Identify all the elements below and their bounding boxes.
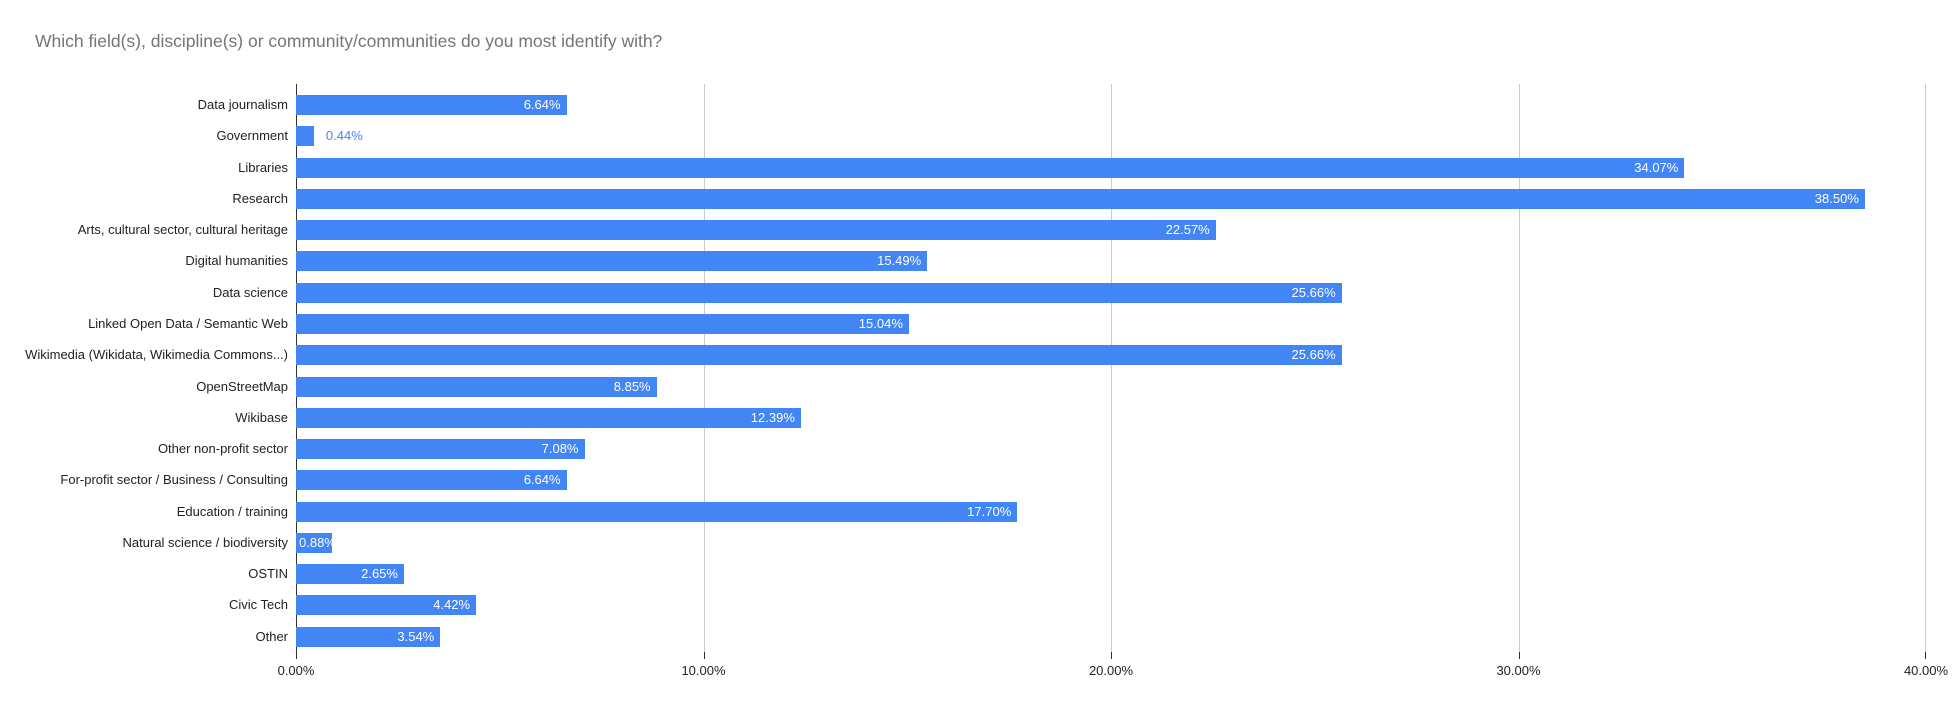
bar: 25.66%	[296, 345, 1342, 366]
bar: 0.88%	[296, 532, 336, 553]
bar: 6.64%	[296, 470, 567, 491]
axis-tick	[1518, 652, 1520, 659]
category-label: Linked Open Data / Semantic Web	[88, 315, 288, 331]
axis-tick	[1925, 652, 1926, 659]
axis-tick	[703, 652, 705, 659]
bar-value-label: 2.65%	[361, 566, 398, 582]
bar-value-label: 17.70%	[967, 503, 1012, 519]
x-axis-tick-label: 40.00%	[1903, 663, 1949, 678]
bar: 6.64%	[296, 95, 567, 115]
category-label: Arts, cultural sector, cultural heritage	[77, 222, 288, 238]
x-axis-tick-label: 10.00%	[681, 663, 726, 678]
gridline	[703, 84, 705, 652]
gridline	[1111, 84, 1112, 652]
bar-value-label: 3.54%	[397, 628, 435, 644]
x-axis-tick-label: 20.00%	[1088, 663, 1134, 678]
bar-value-label: 38.50%	[1814, 190, 1859, 206]
gridline	[1518, 84, 1520, 652]
bar-value-label: 22.57%	[1165, 222, 1210, 238]
bar: 7.08%	[296, 439, 585, 460]
category-label: For-profit sector / Business / Consultin…	[60, 472, 288, 488]
bar-value-label: 0.88%	[299, 534, 336, 550]
bar-value-label: 8.85%	[613, 378, 651, 394]
bar-value-label: 12.39%	[750, 409, 795, 425]
bar-value-label: 15.04%	[858, 315, 903, 331]
bar: 0.44%	[296, 126, 363, 147]
axis-line	[296, 84, 297, 652]
chart-title: Which field(s), discipline(s) or communi…	[35, 31, 663, 51]
category-label: Government	[216, 128, 288, 144]
bar: 15.04%	[296, 313, 909, 334]
bar: 22.57%	[296, 220, 1216, 241]
category-label: Research	[232, 190, 288, 206]
axis-tick	[296, 652, 297, 659]
bar-value-label: 7.08%	[541, 441, 579, 457]
category-label: Wikibase	[235, 409, 288, 425]
category-label: OSTIN	[248, 566, 288, 582]
bar: 4.42%	[296, 595, 477, 616]
bar-value-label: 6.64%	[523, 472, 561, 488]
category-label: Data journalism	[197, 97, 288, 112]
category-label: Natural science / biodiversity	[122, 534, 288, 550]
category-label: Wikimedia (Wikidata, Wikimedia Commons..…	[25, 347, 288, 363]
bar-value-label: 15.49%	[877, 253, 922, 269]
bar-value-label: 0.44%	[325, 128, 363, 144]
category-label: Other non-profit sector	[157, 441, 288, 457]
bar: 12.39%	[296, 407, 801, 428]
category-label: Other	[255, 628, 288, 644]
bar: 25.66%	[296, 282, 1342, 303]
bar: 2.65%	[296, 564, 404, 585]
bar: 15.49%	[296, 251, 928, 272]
bar: 3.54%	[296, 626, 441, 647]
bar-value-label: 6.64%	[523, 97, 561, 112]
x-axis-tick-label: 30.00%	[1496, 663, 1541, 678]
x-axis-tick-label: 0.00%	[277, 663, 315, 678]
axis-tick	[1111, 652, 1112, 659]
plot-area: 0.00% 10.00% 20.00% 30.00% 40.00% 6.64% 0.44% 3…	[278, 84, 1948, 678]
gridline	[1925, 84, 1926, 652]
bar: 38.50%	[296, 188, 1865, 209]
category-label: Digital humanities	[185, 253, 288, 269]
bar-value-label: 25.66%	[1291, 347, 1336, 363]
bar: 8.85%	[296, 376, 657, 397]
category-label: Education / training	[176, 503, 288, 519]
category-label: OpenStreetMap	[196, 378, 288, 394]
category-label: Data science	[212, 284, 288, 300]
category-label: Civic Tech	[228, 597, 288, 613]
bar-value-label: 25.66%	[1291, 284, 1336, 300]
bar-value-label: 34.07%	[1634, 159, 1679, 175]
bar: 34.07%	[296, 157, 1685, 178]
category-axis: Data journalism Government Libraries Resear…	[0, 84, 288, 652]
bar: 17.70%	[296, 501, 1018, 522]
bar-value-label: 4.42%	[433, 597, 471, 613]
category-label: Libraries	[238, 159, 288, 175]
